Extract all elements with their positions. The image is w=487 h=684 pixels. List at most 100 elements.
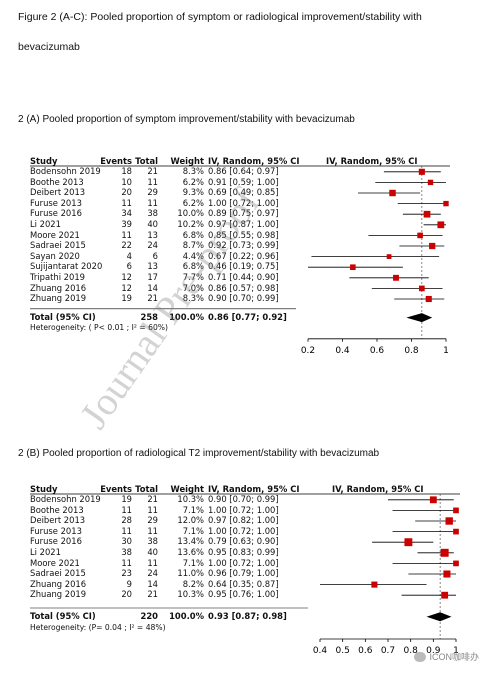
study-name: Bodensohn 2019 [30,166,101,176]
study-total: 40 [147,547,158,557]
study-ci: 0.71 [0.44; 0.90] [208,272,279,282]
study-marker [429,242,436,250]
forest-svg: 0.4 0.5 0.6 0.7 0.8 0.9 1 [30,493,460,656]
study-name: Zhuang 2016 [30,282,87,293]
study-marker [389,189,396,197]
study-events: 12 [121,272,132,282]
heterogeneity-note: Heterogeneity: ( P< 0.01 ; I² = 60%) [30,323,168,333]
study-name: Sayan 2020 [30,250,80,261]
study-name: Moore 2021 [30,229,80,240]
study-marker [371,581,378,588]
study-ci: 1.00 [0.72; 1.00] [208,525,279,536]
study-events: 19 [121,293,132,304]
study-events: 34 [121,208,132,219]
study-total: 24 [147,240,158,251]
study-events: 19 [121,494,132,504]
study-events: 39 [121,219,132,229]
study-marker [443,570,451,578]
study-weight: 7.1% [182,504,204,515]
wechat-icon [414,651,427,662]
study-events: 22 [121,240,132,251]
study-events: 11 [121,557,132,568]
study-weight: 8.3% [182,166,204,176]
study-total: 21 [147,589,158,600]
study-ci: 0.79 [0.63; 0.90] [208,536,279,547]
study-total: 11 [147,176,158,187]
pooled-label: Total (95% CI) [30,611,96,621]
study-name: Sujijantarat 2020 [30,261,103,272]
pooled-diamond [406,313,433,323]
pooled-ci: 0.93 [0.87; 0.98] [208,611,287,621]
study-events: 11 [121,504,132,515]
study-events: 38 [121,547,132,557]
study-ci: 0.46 [0.19; 0.75] [208,261,279,272]
forest-svg: 0.2 0.4 0.6 0.8 1 [30,165,450,356]
study-marker [453,528,459,535]
col-ci-header: IV, Random, 95% CI [208,156,300,166]
study-name: Furuse 2016 [30,208,82,219]
study-total: 38 [147,536,158,547]
x-tick-label: 0.4 [335,346,350,356]
forest-plot-b: Study Events Total Weight IV, Random, 95% CI… [30,484,470,674]
study-weight: 7.7% [182,272,204,282]
study-name: Deibert 2013 [30,187,86,198]
study-events: 30 [121,536,132,547]
figure-caption-line-2: bevacizumab [18,41,80,53]
study-marker [443,200,449,207]
x-tick-label: 0.8 [404,346,419,356]
study-weight: 11.0% [177,568,204,579]
pooled-weight: 100.0% [169,311,204,322]
x-tick-label: 0.2 [301,346,315,356]
pooled-label: Total (95% CI) [30,311,96,322]
study-weight: 6.2% [182,197,204,208]
study-marker [445,517,453,525]
study-name: Zhuang 2019 [30,589,87,600]
study-name: Li 2021 [30,219,61,229]
study-name: Sadraei 2015 [30,568,86,579]
study-name: Furuse 2013 [30,197,82,208]
study-weight: 6.2% [182,176,204,187]
wechat-badge: ICON咖啡办 [414,650,479,663]
study-weight: 7.1% [182,525,204,536]
col-plot-header: IV, Random, 95% CI [332,484,424,494]
study-weight: 6.8% [182,229,204,240]
study-total: 21 [147,293,158,304]
study-events: 12 [121,282,132,293]
study-marker [453,507,459,514]
study-ci: 0.89 [0.75; 0.97] [208,208,279,219]
study-ci: 0.67 [0.22; 0.96] [208,250,279,261]
col-study-header: Study [30,484,58,494]
study-ci: 0.97 [0.82; 1.00] [208,515,279,526]
study-events: 28 [121,515,132,526]
study-name: Bodensohn 2019 [30,494,101,504]
study-name: Furuse 2013 [30,525,82,536]
study-ci: 0.96 [0.79; 1.00] [208,568,279,579]
study-ci: 0.69 [0.49; 0.85] [208,187,279,198]
heterogeneity-note: Heterogeneity: (P= 0.04 ; I² = 48%) [30,622,166,632]
study-marker [423,210,431,218]
col-weight-header: Weight [170,156,204,166]
study-name: Tripathi 2019 [30,272,85,282]
col-total-header: Total [135,156,158,166]
study-total: 13 [147,261,158,272]
study-total: 21 [147,166,158,176]
study-total: 11 [147,557,158,568]
col-events-header: Events [100,484,132,494]
x-tick-label: 0.5 [336,646,350,656]
study-marker [419,285,425,292]
study-ci: 0.85 [0.55; 0.98] [208,229,279,240]
col-total-header: Total [135,484,158,494]
col-ci-header: IV, Random, 95% CI [208,484,300,494]
figure-caption-line-1: Figure 2 (A-C): Pooled proportion of sym… [18,11,422,23]
study-events: 11 [121,197,132,208]
study-weight: 6.8% [182,261,204,272]
study-marker [427,179,434,186]
study-weight: 8.2% [182,578,204,589]
study-marker [386,254,392,259]
study-total: 6 [152,250,158,261]
x-tick-label: 0.4 [313,646,328,656]
study-total: 17 [147,272,158,282]
study-marker [418,168,425,175]
study-events: 9 [126,578,132,589]
study-weight: 10.3% [177,589,204,600]
